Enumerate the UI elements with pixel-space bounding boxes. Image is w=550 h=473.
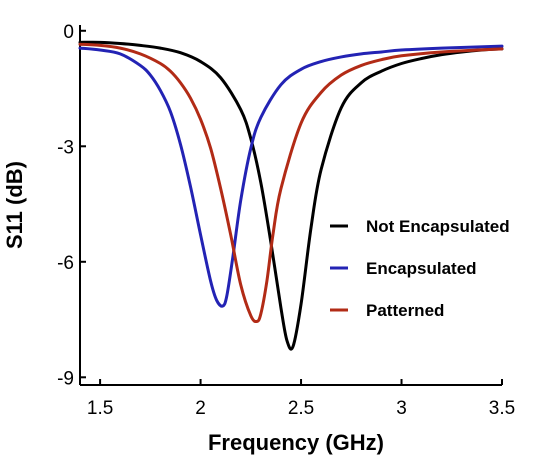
x-axis-label: Frequency (GHz) — [208, 430, 384, 455]
legend-label-patterned: Patterned — [366, 301, 444, 320]
legend-label-not-encapsulated: Not Encapsulated — [366, 217, 510, 236]
y-tick-label: -9 — [57, 368, 74, 389]
x-tick-label: 3.5 — [489, 398, 515, 419]
x-tick-label: 1.5 — [87, 398, 113, 419]
series-line-not-encapsulated — [78, 40, 504, 351]
x-tick-label: 3 — [396, 398, 407, 419]
y-tick-label: 0 — [63, 22, 74, 43]
series-line-patterned — [78, 42, 504, 324]
series-line-encapsulated — [78, 44, 504, 308]
legend-label-encapsulated: Encapsulated — [366, 259, 477, 278]
y-axis-label: S11 (dB) — [2, 161, 27, 249]
x-ticks: 1.5 2 2.5 3 3.5 — [87, 379, 515, 419]
y-tick-label: -3 — [57, 137, 74, 158]
legend: Not Encapsulated Encapsulated Patterned — [330, 217, 510, 320]
x-tick-label: 2.5 — [288, 398, 314, 419]
x-tick-label: 2 — [195, 398, 206, 419]
series-group — [78, 40, 504, 351]
y-ticks: 0 -3 -6 -9 — [57, 22, 86, 389]
y-tick-label: -6 — [57, 253, 74, 274]
axes — [79, 25, 502, 386]
